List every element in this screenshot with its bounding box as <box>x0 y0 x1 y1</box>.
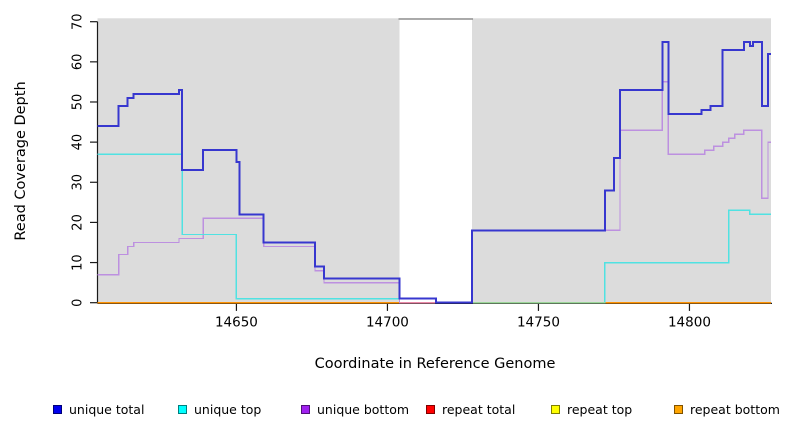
legend-item-unique-bottom: unique bottom <box>301 399 409 419</box>
legend-item-repeat-total: repeat total <box>426 399 515 419</box>
legend-label: unique bottom <box>317 401 410 417</box>
legend-label: repeat top <box>567 401 633 417</box>
legend-swatch-repeat-bottom <box>674 404 683 414</box>
svg-text:70: 70 <box>71 13 86 30</box>
svg-text:14650: 14650 <box>215 314 258 330</box>
legend-label: unique top <box>194 401 262 417</box>
svg-text:0: 0 <box>71 299 86 307</box>
legend: unique total unique top unique bottom re… <box>0 399 792 421</box>
legend-label: repeat bottom <box>690 401 780 417</box>
legend-swatch-unique-total <box>53 404 62 414</box>
svg-text:14700: 14700 <box>366 314 409 330</box>
legend-swatch-repeat-total <box>426 404 435 414</box>
plot-area: 0 10 20 30 40 50 60 70 14650 14700 14750 14800 <box>71 13 772 330</box>
legend-swatch-unique-top <box>178 404 187 414</box>
svg-text:10: 10 <box>71 254 86 271</box>
svg-text:60: 60 <box>71 54 86 71</box>
svg-text:14750: 14750 <box>517 314 560 330</box>
svg-text:50: 50 <box>71 94 86 111</box>
svg-text:20: 20 <box>71 214 86 231</box>
legend-item-repeat-bottom: repeat bottom <box>674 399 780 419</box>
svg-text:40: 40 <box>71 134 86 151</box>
svg-text:30: 30 <box>71 174 86 191</box>
x-axis-label: Coordinate in Reference Genome <box>314 356 556 372</box>
legend-item-unique-total: unique total <box>53 399 144 419</box>
legend-swatch-repeat-top <box>551 404 560 414</box>
svg-text:14800: 14800 <box>668 314 711 330</box>
y-axis-label: Read Coverage Depth <box>13 81 29 241</box>
legend-swatch-unique-bottom <box>301 404 310 414</box>
legend-item-unique-top: unique top <box>178 399 261 419</box>
legend-label: unique total <box>69 401 145 417</box>
legend-label: repeat total <box>442 401 516 417</box>
legend-item-repeat-top: repeat top <box>551 399 632 419</box>
